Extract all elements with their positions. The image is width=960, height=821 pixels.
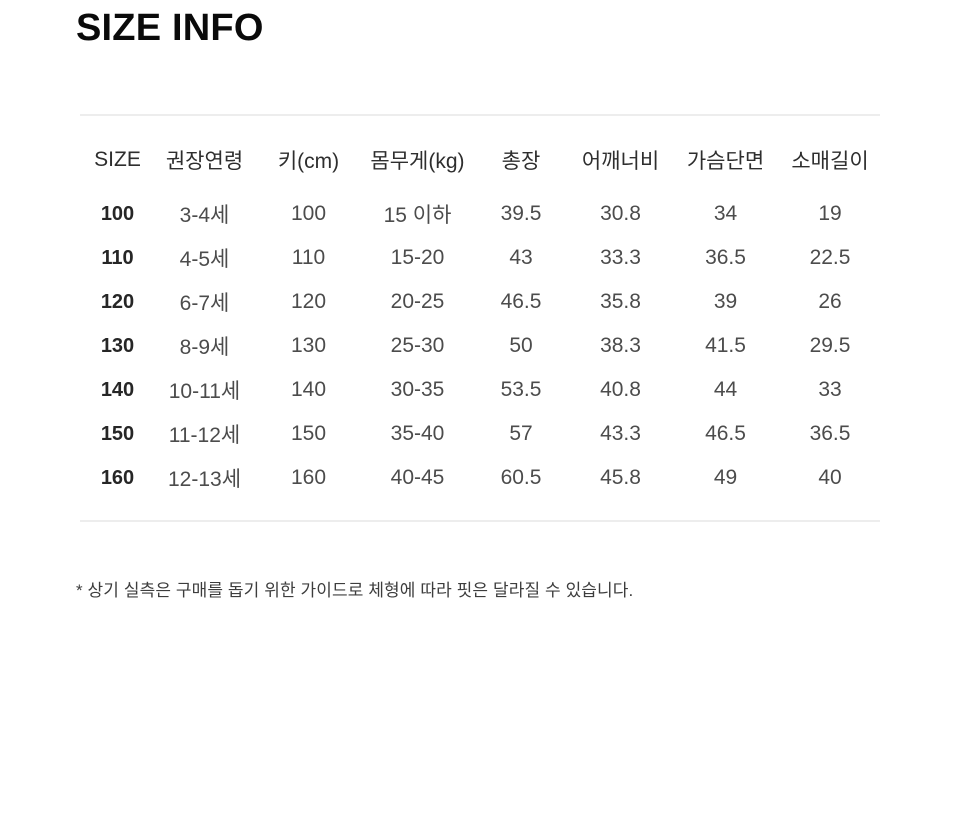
size-cell: 120	[100, 290, 135, 313]
table-cell: 39	[713, 290, 738, 313]
table-cell: 150	[290, 422, 327, 445]
table-cell: 36.5	[705, 246, 746, 269]
table-cell: 130	[290, 334, 327, 357]
column-header: 소매길이	[791, 150, 869, 173]
table-cell: 57	[509, 422, 533, 445]
table-row: 120 6-7세 120 20-25 46.5 35.8 39 26	[80, 280, 880, 324]
table-cell: 15-20	[390, 246, 445, 269]
table-cell: 26	[818, 290, 842, 313]
table-cell: 36.5	[809, 422, 851, 445]
size-cell: 100	[100, 202, 135, 225]
size-cell: 160	[100, 466, 135, 489]
size-cell: 110	[101, 246, 134, 269]
table-cell: 38.3	[600, 334, 641, 357]
column-header: 어깨너비	[581, 150, 660, 173]
table-cell: 30.8	[600, 202, 641, 225]
table-cell: 20-25	[390, 290, 445, 313]
table-cell: 110	[291, 246, 326, 269]
table-cell: 100	[290, 202, 327, 225]
table-cell: 3-4세	[179, 204, 230, 227]
size-table-container: SIZE 권장연령 키(cm) 몸무게(kg) 총장 어깨너비 가슴단면 소매길이 100 3-…	[80, 114, 880, 522]
table-cell: 44	[713, 378, 738, 401]
table-cell: 120	[290, 290, 327, 313]
table-cell: 50	[509, 334, 533, 357]
column-header: 키(cm)	[277, 150, 340, 173]
table-cell: 10-11세	[168, 380, 241, 403]
table-row: 110 4-5세 110 15-20 43 33.3 36.5 22.5	[80, 236, 880, 280]
table-cell: 33	[818, 378, 842, 401]
table-cell: 43.3	[600, 422, 641, 445]
table-row: 130 8-9세 130 25-30 50 38.3 41.5 29.5	[80, 324, 880, 368]
size-info-section: SIZE INFO SIZE 권장연령 키(cm) 몸무게(kg) 총장 어깨너비 가슴단면…	[0, 6, 960, 821]
table-cell: 43	[509, 246, 533, 269]
size-cell: 140	[100, 378, 135, 401]
table-cell: 53.5	[500, 378, 542, 401]
table-cell: 22.5	[809, 246, 851, 269]
column-header: 총장	[501, 150, 541, 173]
table-row: 100 3-4세 100 15 이하 39.5 30.8 34 19	[80, 192, 880, 236]
table-cell: 39.5	[500, 202, 542, 225]
size-cell: 130	[100, 334, 135, 357]
table-cell: 45.8	[600, 466, 641, 489]
table-header-row: SIZE 권장연령 키(cm) 몸무게(kg) 총장 어깨너비 가슴단면 소매길이	[80, 116, 880, 192]
table-cell: 46.5	[500, 290, 542, 313]
table-cell: 15 이하	[383, 204, 452, 227]
table-row: 160 12-13세 160 40-45 60.5 45.8 49 40	[80, 456, 880, 500]
table-cell: 40-45	[390, 466, 445, 489]
table-row: 140 10-11세 140 30-35 53.5 40.8 44 33	[80, 368, 880, 412]
table-cell: 33.3	[600, 246, 641, 269]
table-cell: 19	[818, 202, 842, 225]
size-guide-note: * 상기 실측은 구매를 돕기 위한 가이드로 체형에 따라 핏은 달라질 수 …	[76, 581, 634, 600]
column-header: SIZE	[94, 148, 141, 171]
table-cell: 29.5	[809, 334, 851, 357]
table-cell: 160	[290, 466, 327, 489]
table-cell: 8-9세	[179, 336, 230, 359]
column-header: 가슴단면	[686, 150, 765, 173]
table-cell: 35-40	[390, 422, 445, 445]
table-cell: 25-30	[390, 334, 445, 357]
size-table: SIZE 권장연령 키(cm) 몸무게(kg) 총장 어깨너비 가슴단면 소매길이 100 3-…	[80, 116, 880, 500]
table-cell: 30-35	[390, 378, 445, 401]
table-cell: 11-12세	[168, 424, 241, 447]
size-cell: 150	[100, 422, 135, 445]
column-header: 권장연령	[165, 150, 244, 173]
table-row: 150 11-12세 150 35-40 57 43.3 46.5 36.5	[80, 412, 880, 456]
table-cell: 34	[713, 202, 738, 225]
table-cell: 140	[290, 378, 327, 401]
table-cell: 40	[818, 466, 842, 489]
page-title: SIZE INFO	[76, 7, 264, 49]
table-cell: 41.5	[705, 334, 746, 357]
column-header: 몸무게(kg)	[370, 150, 465, 173]
table-cell: 49	[713, 466, 738, 489]
table-cell: 60.5	[500, 466, 542, 489]
table-cell: 6-7세	[179, 292, 230, 315]
table-cell: 35.8	[600, 290, 641, 313]
table-cell: 12-13세	[167, 468, 242, 491]
table-cell: 46.5	[705, 422, 746, 445]
table-cell: 40.8	[600, 378, 641, 401]
table-cell: 4-5세	[179, 248, 230, 271]
